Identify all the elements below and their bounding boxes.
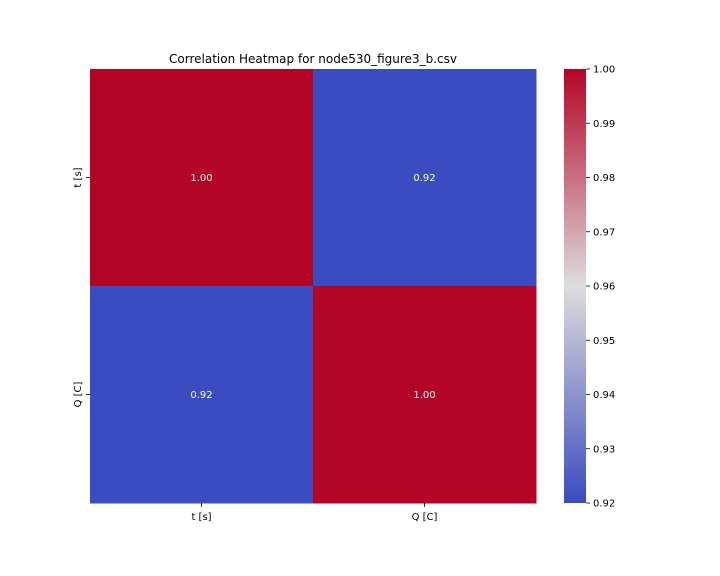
heatmap-cells: 1.00 0.92 0.92 1.00 [90,69,537,504]
colorbar [564,69,586,503]
y-tick-label: Q [C] [73,381,84,407]
cell-value-label: 1.00 [190,173,212,184]
heatmap-cell [313,286,537,504]
y-tick-label: t [s] [73,167,84,187]
colorbar-tick-label: 0.96 [593,282,615,293]
x-axis: t [s] Q [C] [191,503,438,523]
heatmap-cell [313,69,537,287]
heatmap-cell [90,286,314,504]
colorbar-tick-label: 0.94 [593,390,615,401]
colorbar-tick-label: 0.95 [593,336,615,347]
colorbar-tick-label: 1.00 [593,65,615,76]
colorbar-tick-label: 0.98 [593,173,615,184]
heatmap-cell [90,69,314,287]
colorbar-tick-label: 0.97 [593,227,615,238]
y-axis: t [s] Q [C] [73,167,90,407]
x-tick-label: Q [C] [412,512,438,523]
colorbar-tick-label: 0.93 [593,444,615,455]
colorbar-tick-label: 0.92 [593,499,615,510]
chart-title: Correlation Heatmap for node530_figure3_… [169,52,457,66]
colorbar-tick-label: 0.99 [593,119,615,130]
colorbar-axis: 0.92 0.93 0.94 0.95 0.96 0.97 0.98 0.99 1.00 [586,65,615,510]
cell-value-label: 0.92 [190,390,212,401]
x-tick-label: t [s] [191,512,211,523]
cell-value-label: 0.92 [413,173,435,184]
cell-value-label: 1.00 [413,390,435,401]
